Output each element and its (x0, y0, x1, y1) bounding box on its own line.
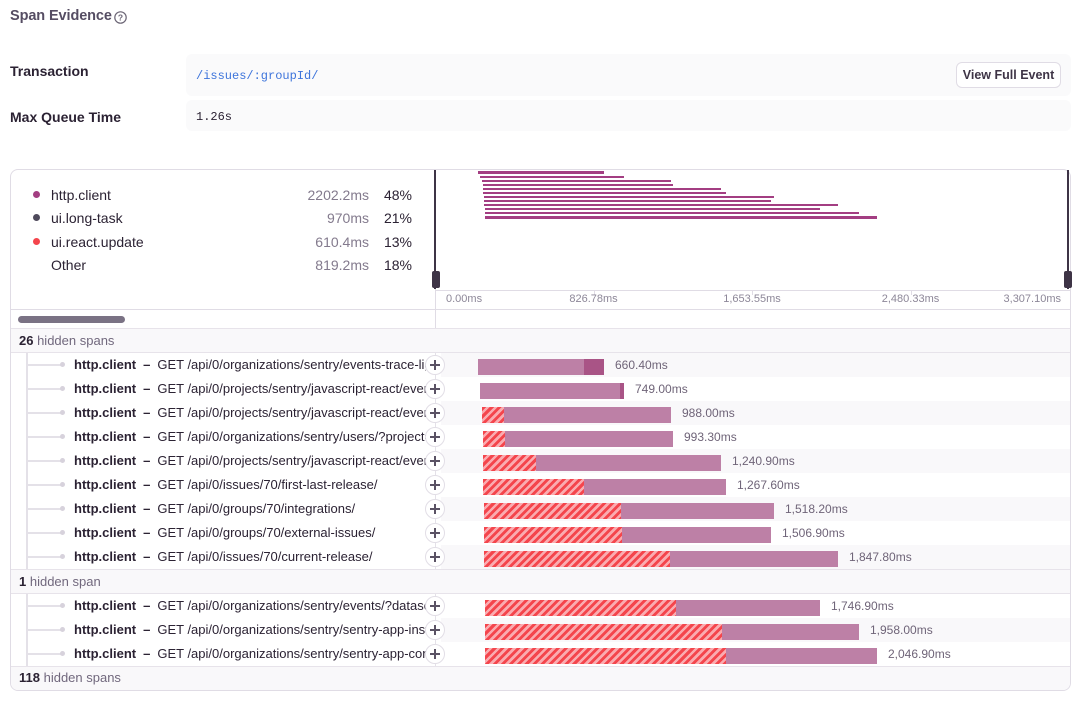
svg-text:?: ? (118, 12, 123, 22)
